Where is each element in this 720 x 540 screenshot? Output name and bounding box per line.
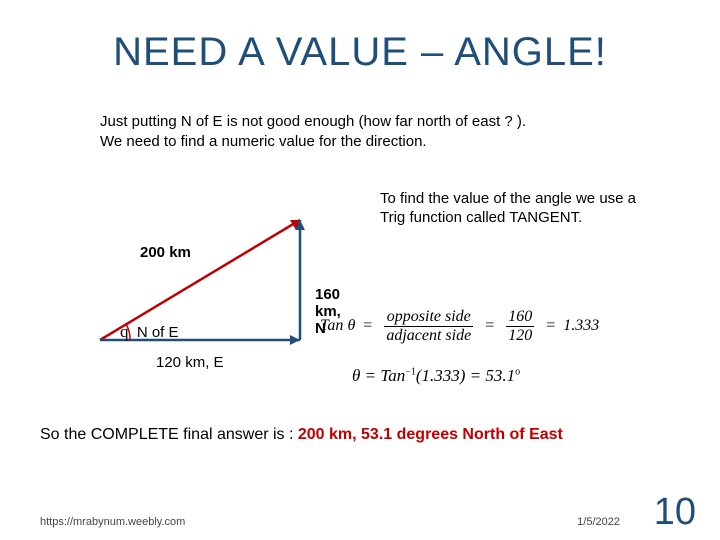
trig-explanation: To find the value of the angle we use a …: [380, 190, 650, 228]
slide-title: NEED A VALUE – ANGLE!: [0, 30, 720, 75]
triangle-diagram: 200 km 160 km, N q N of E 120 km, E: [90, 190, 330, 350]
intro-line-1: Just putting N of E is not good enough (…: [100, 113, 526, 130]
theta-direction: N of E: [137, 324, 179, 341]
eq1-frac2: 160 120: [506, 308, 534, 345]
adjacent-label: 120 km, E: [156, 354, 224, 371]
tangent-equation: Tan θ = opposite side adjacent side = 16…: [320, 308, 599, 345]
adjacent-arrowhead: [290, 335, 300, 345]
eq1-frac2-den: 120: [506, 327, 534, 345]
final-answer-value: 200 km, 53.1 degrees North of East: [298, 426, 563, 443]
intro-line-2: We need to find a numeric value for the …: [100, 133, 427, 150]
eq2-text: θ = Tan: [352, 366, 405, 385]
footer-url: https://mrabynum.weebly.com: [40, 516, 185, 528]
footer-date: 1/5/2022: [577, 516, 620, 528]
eq2-deg: o: [515, 366, 520, 377]
eq1-result: 1.333: [563, 317, 599, 334]
eq1-frac2-num: 160: [506, 308, 534, 327]
eq1-lhs: Tan: [320, 317, 343, 334]
inverse-tan-equation: θ = Tan−1(1.333) = 53.1o: [352, 366, 520, 386]
theta-label: q N of E: [120, 322, 179, 342]
theta-symbol: q: [120, 322, 129, 341]
eq1-theta: θ: [347, 317, 355, 334]
eq1-frac1: opposite side adjacent side: [384, 308, 473, 345]
eq1-frac1-den: adjacent side: [384, 327, 473, 345]
eq2-arg: (1.333) = 53.1: [416, 366, 515, 385]
final-prefix: So the COMPLETE final answer is :: [40, 426, 298, 443]
hypotenuse-label: 200 km: [140, 244, 191, 261]
eq1-frac1-num: opposite side: [384, 308, 473, 327]
final-answer-line: So the COMPLETE final answer is : 200 km…: [40, 426, 563, 444]
eq2-sup: −1: [405, 366, 416, 377]
intro-text: Just putting N of E is not good enough (…: [100, 112, 640, 151]
page-number: 10: [654, 491, 696, 534]
